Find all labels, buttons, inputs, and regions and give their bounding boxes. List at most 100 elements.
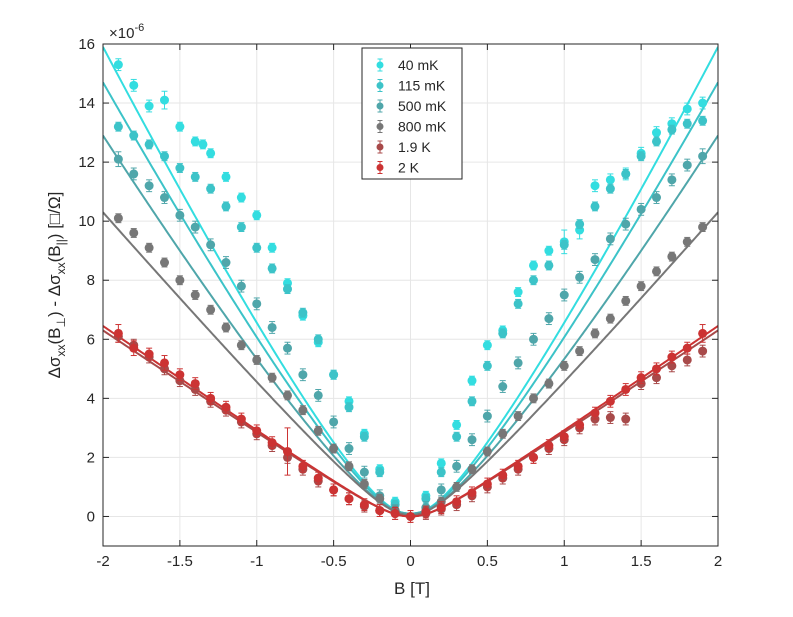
x-tick-label: 1.5 — [631, 553, 652, 570]
data-point — [544, 379, 554, 389]
data-point — [160, 151, 169, 161]
legend-item: 800 mK — [376, 119, 447, 135]
data-point — [175, 122, 185, 132]
data-points-layer — [113, 58, 708, 523]
data-point — [513, 287, 523, 297]
data-point — [329, 370, 339, 380]
data-point — [698, 328, 708, 338]
y-tick-label: 0 — [87, 508, 95, 525]
data-point — [113, 213, 123, 223]
data-point — [529, 334, 538, 344]
data-point — [206, 240, 216, 250]
x-axis-label: B [T] — [394, 579, 430, 598]
data-point — [236, 281, 246, 291]
data-point — [498, 382, 508, 392]
data-point — [221, 402, 231, 412]
y-tick-label: 6 — [87, 331, 95, 348]
series-2-K — [113, 324, 708, 523]
y-tick-label: 14 — [78, 95, 95, 112]
data-point — [529, 393, 538, 403]
x-tick-label: -1.5 — [167, 553, 193, 570]
data-point — [652, 128, 661, 138]
data-point — [698, 116, 708, 126]
data-point — [698, 151, 708, 161]
data-point — [467, 488, 477, 498]
data-point — [175, 163, 185, 173]
data-point — [667, 125, 677, 135]
y-tick-label: 4 — [87, 390, 95, 407]
data-point — [667, 361, 677, 371]
data-point — [467, 396, 477, 406]
data-point — [559, 290, 569, 300]
data-point — [621, 219, 631, 229]
data-point — [436, 503, 446, 513]
data-point — [575, 272, 585, 282]
data-point — [359, 500, 369, 510]
data-point — [160, 193, 169, 203]
data-point — [267, 438, 277, 448]
legend-marker — [376, 82, 384, 89]
data-point — [575, 420, 585, 430]
data-point — [236, 340, 246, 350]
data-point — [206, 393, 216, 403]
y-tick-label: 12 — [78, 154, 95, 171]
data-point — [359, 432, 369, 442]
data-point — [682, 237, 692, 247]
data-point — [590, 181, 600, 191]
data-point — [544, 246, 554, 256]
data-point — [160, 358, 169, 368]
data-point — [344, 444, 354, 454]
data-point — [667, 252, 677, 262]
data-point — [236, 222, 246, 232]
data-point — [482, 340, 492, 350]
data-point — [160, 95, 169, 105]
legend-label: 40 mK — [398, 57, 439, 73]
data-point — [221, 322, 231, 332]
exponent-power: -6 — [134, 22, 144, 34]
data-point — [544, 441, 554, 451]
data-point — [375, 467, 385, 477]
data-point — [605, 184, 615, 194]
data-point — [113, 122, 123, 132]
data-point — [452, 461, 462, 471]
data-point — [590, 201, 600, 211]
legend-marker — [376, 143, 384, 151]
data-point — [190, 379, 200, 389]
data-point — [482, 479, 492, 489]
data-point — [144, 181, 154, 191]
data-point — [529, 452, 538, 462]
data-point — [160, 258, 169, 268]
data-point — [605, 234, 615, 244]
legend-item: 40 mK — [376, 57, 439, 73]
data-point — [682, 343, 692, 353]
data-point — [129, 228, 139, 238]
y-label-sub-1: xx — [54, 344, 68, 356]
data-point — [252, 299, 262, 309]
series-115-mK — [113, 115, 708, 510]
data-point — [144, 349, 154, 359]
data-point — [129, 131, 139, 141]
data-point — [190, 136, 200, 146]
data-point — [298, 405, 308, 415]
data-point — [344, 402, 354, 412]
data-point — [329, 444, 339, 454]
data-point — [544, 314, 554, 324]
data-point — [113, 328, 123, 338]
y-tick-label: 16 — [78, 36, 95, 53]
x-tick-label: -0.5 — [321, 553, 347, 570]
data-point — [605, 413, 615, 423]
data-point — [236, 193, 246, 203]
data-point — [267, 263, 277, 273]
legend-marker — [376, 164, 384, 171]
data-point — [636, 204, 646, 214]
data-point — [129, 80, 139, 90]
data-point — [198, 139, 208, 149]
data-point — [529, 275, 538, 285]
data-point — [298, 370, 308, 380]
data-point — [513, 358, 523, 368]
legend-label: 500 mK — [398, 98, 447, 114]
data-point — [590, 328, 600, 338]
data-point — [513, 411, 523, 421]
data-point — [467, 376, 477, 386]
